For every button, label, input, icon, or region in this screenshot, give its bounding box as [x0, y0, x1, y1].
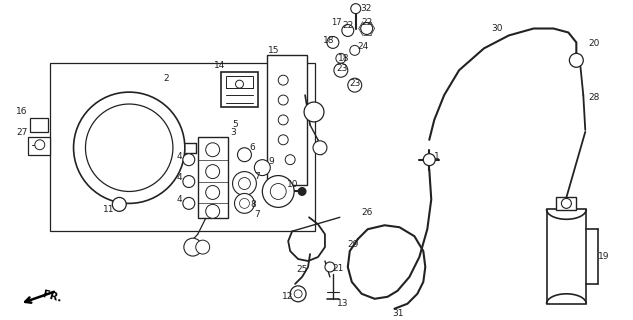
Circle shape [239, 178, 251, 189]
Circle shape [279, 75, 288, 85]
Text: 8: 8 [251, 200, 256, 209]
Text: 17: 17 [331, 18, 342, 27]
Text: 6: 6 [249, 143, 255, 152]
Bar [225, 76, 253, 88]
Circle shape [184, 238, 202, 256]
Text: 7: 7 [254, 210, 260, 219]
Text: 9: 9 [268, 157, 274, 166]
Circle shape [361, 22, 373, 35]
Circle shape [206, 165, 220, 179]
Circle shape [239, 198, 249, 208]
Circle shape [35, 140, 45, 150]
Circle shape [351, 4, 361, 14]
Circle shape [290, 286, 306, 302]
Circle shape [298, 188, 306, 196]
Circle shape [325, 262, 335, 272]
Text: FR.: FR. [42, 290, 63, 304]
Text: 16: 16 [16, 108, 27, 116]
Text: 7: 7 [254, 172, 260, 181]
Circle shape [279, 95, 288, 105]
Circle shape [196, 240, 210, 254]
Text: 2: 2 [163, 74, 168, 83]
Text: 31: 31 [392, 309, 404, 318]
Text: 32: 32 [361, 4, 372, 13]
Text: 4: 4 [177, 195, 182, 204]
Text: 30: 30 [491, 24, 503, 33]
Text: 20: 20 [588, 39, 599, 48]
Text: 14: 14 [214, 61, 225, 70]
Text: 5: 5 [232, 120, 238, 129]
Circle shape [112, 197, 126, 211]
Text: 23: 23 [336, 64, 348, 73]
Circle shape [85, 104, 173, 191]
Circle shape [206, 204, 220, 218]
Circle shape [336, 53, 346, 63]
Text: 12: 12 [282, 292, 294, 301]
Circle shape [279, 115, 288, 125]
Text: 25: 25 [296, 266, 308, 275]
Text: 1: 1 [434, 152, 440, 161]
Circle shape [279, 135, 288, 145]
Circle shape [327, 36, 339, 48]
Text: 21: 21 [332, 264, 343, 274]
Text: 27: 27 [16, 128, 27, 137]
Circle shape [294, 290, 302, 298]
Text: 3: 3 [230, 128, 236, 137]
Bar [267, 55, 307, 185]
Circle shape [183, 197, 195, 209]
Bar [30, 118, 47, 132]
Text: 18: 18 [323, 36, 334, 45]
Bar [101, 122, 122, 173]
Text: 29: 29 [348, 240, 359, 249]
Circle shape [561, 198, 572, 208]
Circle shape [270, 184, 286, 199]
Circle shape [206, 186, 220, 199]
Text: 22: 22 [343, 21, 354, 30]
Text: 24: 24 [358, 42, 369, 51]
Text: 23: 23 [350, 79, 361, 88]
Text: 11: 11 [103, 205, 115, 214]
Circle shape [304, 102, 324, 122]
Text: 4: 4 [177, 173, 182, 182]
Text: 22: 22 [361, 18, 373, 27]
Text: 15: 15 [268, 46, 280, 55]
Text: 10: 10 [287, 180, 299, 189]
Bar [546, 209, 586, 304]
Text: 4: 4 [177, 152, 182, 161]
Circle shape [237, 148, 251, 162]
Text: 28: 28 [588, 92, 599, 101]
Bar [556, 197, 576, 210]
Circle shape [235, 80, 244, 88]
Circle shape [206, 143, 220, 157]
Text: 26: 26 [361, 208, 373, 217]
Circle shape [234, 194, 254, 213]
Bar [97, 118, 125, 178]
Circle shape [285, 155, 295, 165]
Circle shape [423, 154, 436, 166]
Bar [197, 137, 228, 218]
Circle shape [334, 63, 348, 77]
Circle shape [183, 154, 195, 166]
Text: 13: 13 [337, 299, 348, 308]
Text: 19: 19 [598, 252, 610, 260]
Bar [28, 137, 50, 155]
Circle shape [183, 176, 195, 188]
Text: 18: 18 [338, 54, 349, 63]
Circle shape [348, 78, 361, 92]
Circle shape [262, 176, 294, 207]
Circle shape [350, 45, 360, 55]
Circle shape [73, 92, 185, 204]
Circle shape [569, 53, 583, 67]
Circle shape [254, 160, 270, 176]
Circle shape [313, 141, 327, 155]
Circle shape [232, 172, 256, 196]
Bar [221, 72, 258, 107]
Circle shape [342, 25, 354, 36]
